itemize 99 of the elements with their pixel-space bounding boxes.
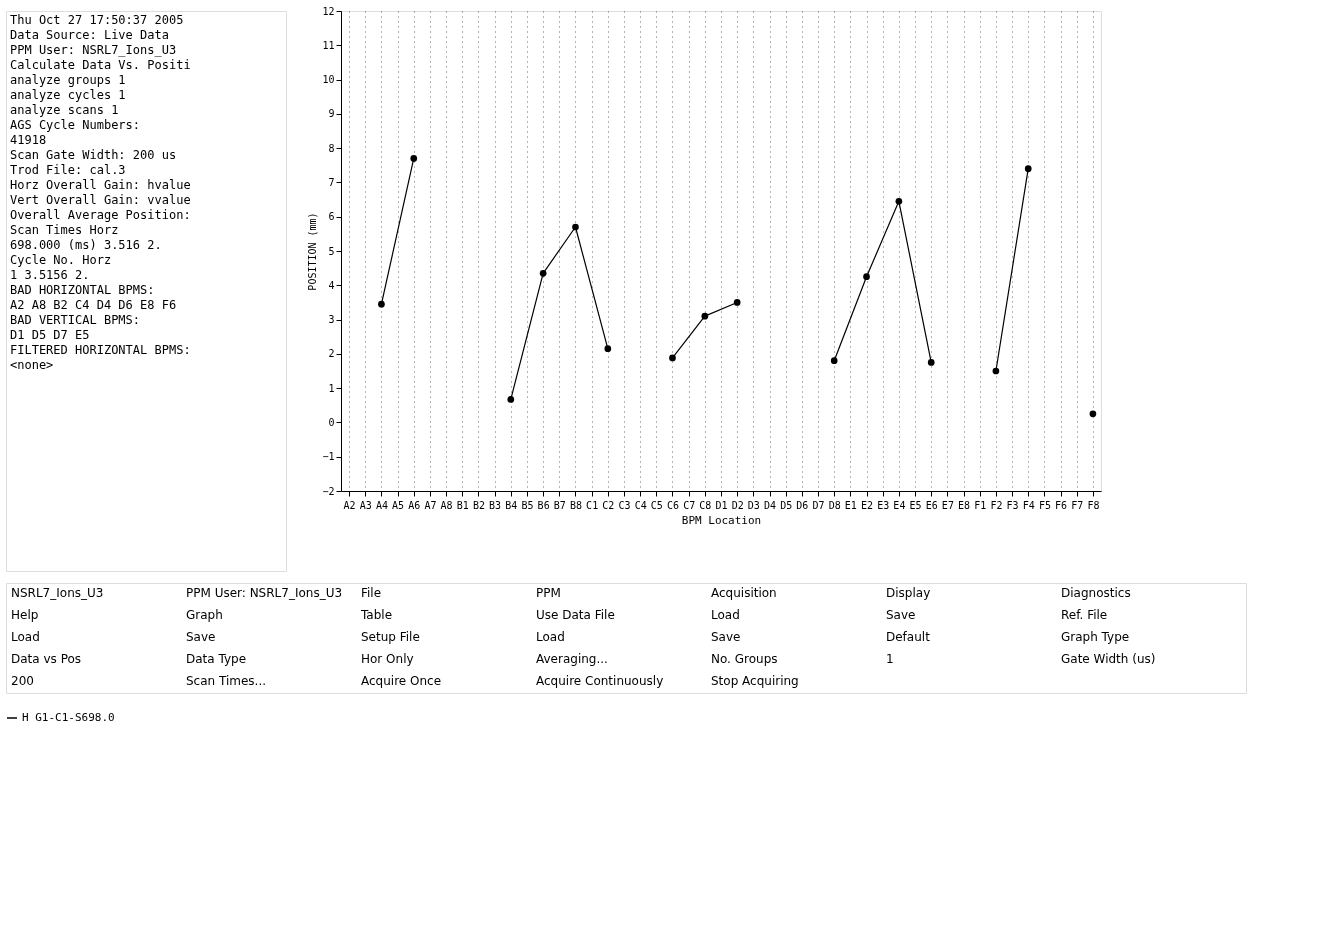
x-tick-label: C2 [602,499,615,511]
text: Diagnostics [1061,586,1131,600]
x-tick-label: B8 [569,499,582,511]
y-tick-label: 10 [322,74,335,86]
text: Help [11,608,39,622]
y-tick-label: −2 [322,485,335,497]
x-tick-label: C4 [634,499,647,511]
x-tick-label: F5 [1038,499,1051,511]
x-tick-label: A2 [343,499,356,511]
x-tick-label: E6 [925,499,938,511]
y-tick-label: 1 [328,382,335,394]
x-tick-label: A5 [392,499,405,511]
x-tick-label: E7 [941,499,954,511]
y-axis-title: POSITION (mm) [307,212,319,291]
x-tick-label: B3 [489,499,502,511]
x-tick-label: B6 [537,499,550,511]
x-tick-label: F7 [1071,499,1084,511]
x-tick-label: B2 [472,499,485,511]
text: PPM User: NSRL7_Ions_U3 [186,586,343,600]
y-tick-label: 9 [328,108,335,120]
x-tick-label: E8 [958,499,971,511]
text: Display [886,586,931,600]
x-axis-title: BPM Location [681,513,762,527]
text: 1 [886,652,894,666]
x-tick-label: D5 [780,499,793,511]
text: Use Data File [536,608,615,622]
text: Save [886,608,916,622]
x-tick-label: C7 [683,499,696,511]
x-tick-label: C3 [618,499,631,511]
x-tick-label: D6 [796,499,809,511]
x-tick-label: D3 [747,499,760,511]
text: Acquire Once [361,674,442,688]
y-tick-label: 8 [328,142,335,154]
x-tick-label: E2 [861,499,874,511]
text: 200 [11,674,34,688]
text: Scan Times... [186,674,267,688]
x-tick-label: E3 [877,499,890,511]
text: Ref. File [1061,608,1108,622]
y-tick-label: 3 [328,314,335,326]
x-tick-label: C5 [650,499,663,511]
y-tick-label: 4 [328,279,335,291]
x-tick-label: F1 [974,499,987,511]
text: PPM [536,586,561,600]
text: File [361,586,382,600]
x-tick-label: D8 [828,499,841,511]
text: Setup File [361,630,420,644]
y-tick-label: 0 [328,416,335,428]
legend-label: H G1-C1-S698.0 [22,711,115,724]
x-tick-label: D4 [763,499,777,511]
text: Load [711,608,740,622]
x-tick-label: E1 [844,499,857,511]
x-tick-label: D1 [715,499,728,511]
y-tick-label: 12 [322,5,335,17]
y-tick-label: 7 [328,176,335,188]
text: Data vs Pos [11,652,82,666]
text: Stop Acquiring [711,674,799,688]
y-tick-label: −1 [322,451,335,463]
text: Default [886,630,931,644]
text: Load [536,630,565,644]
x-tick-label: A3 [359,499,372,511]
x-tick-label: B1 [456,499,469,511]
x-tick-label: A4 [375,499,388,511]
text: Graph Type [1061,630,1130,644]
text: Table [360,608,393,622]
text: Load [11,630,40,644]
x-tick-label: C6 [666,499,680,511]
x-tick-label: B5 [521,499,534,511]
y-tick-label: 2 [328,348,335,360]
text: Data Type [186,652,247,666]
x-tick-label: D2 [731,499,744,511]
text: NSRL7_Ions_U3 [11,586,104,600]
text: Save [186,630,216,644]
text: Averaging... [536,652,608,666]
x-tick-label: A8 [440,499,453,511]
text: Acquire Continuously [536,674,664,688]
text: No. Groups [711,652,778,666]
x-tick-label: F3 [1006,499,1019,511]
x-tick-label: B7 [553,499,566,511]
y-tick-label: 6 [328,211,335,223]
x-tick-label: E5 [909,499,922,511]
x-tick-label: B4 [505,499,518,511]
x-tick-label: D7 [812,499,825,511]
x-tick-label: A6 [408,499,421,511]
text: Save [711,630,741,644]
y-tick-label: 11 [322,39,335,51]
text: Acquisition [711,586,777,600]
text: Graph [186,608,223,622]
x-tick-label: A7 [424,499,437,511]
x-tick-label: F8 [1087,499,1100,511]
text: Hor Only [361,652,414,666]
x-tick-label: F4 [1022,499,1035,511]
text: Gate Width (us) [1061,652,1156,666]
y-tick-label: 5 [328,245,335,257]
x-tick-label: F2 [990,499,1003,511]
x-tick-label: C1 [586,499,599,511]
x-tick-label: C8 [699,499,712,511]
x-tick-label: E4 [893,499,906,511]
x-tick-label: F6 [1055,499,1068,511]
text: Thu Oct 27 17:50:37 2005 Data Source: Live Data PPM User: NSRL7_Ions_U3 Calculate Data Vs. Positi analyze groups 1 analyze cycles 1 analyze scans 1 AGS Cycle Numbers: 41918 Scan Gate Width: 200 us Trod File: cal.3 Horz Overall Gain: hvalue Vert Overall Gain: vvalue Overall Average Position: Scan Times Horz 698.000 (ms) 3.516 2. Cycle No. Horz 1 3.5156 2. BAD HORIZONTAL BPMS: A2 A8 B2 C4 D4 D6 E8 F6 BAD VERTICAL BPMS: D1 D5 D7 E5 FILTERED HORIZONTAL BPMS: <none> [10,13,191,372]
